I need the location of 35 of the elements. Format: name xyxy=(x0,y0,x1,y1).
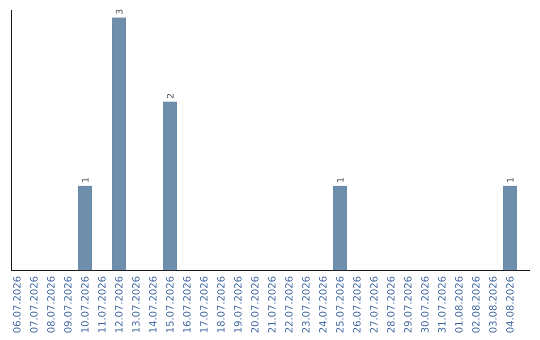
x-tick-label: 14.07.2026 xyxy=(148,276,160,334)
x-tick-label: 26.07.2026 xyxy=(352,276,364,334)
x-tick-label: 02.08.2026 xyxy=(472,276,482,334)
data-label: 2 xyxy=(166,92,176,99)
x-tick-label: 29.07.2026 xyxy=(404,276,414,334)
x-tick-label: 22.07.2026 xyxy=(284,276,296,334)
data-label: 3 xyxy=(116,8,126,15)
x-tick-label: 24.07.2026 xyxy=(318,276,330,334)
x-tick-label: 15.07.2026 xyxy=(166,276,176,334)
x-tick-label: 31.07.2026 xyxy=(438,276,448,334)
x-tick-label: 01.08.2026 xyxy=(454,276,466,334)
x-tick-label: 04.08.2026 xyxy=(506,276,516,334)
x-tick-label: 17.07.2026 xyxy=(200,276,210,334)
data-label: 1 xyxy=(82,177,92,183)
x-tick-label: 27.07.2026 xyxy=(370,276,380,334)
x-tick-label: 13.07.2026 xyxy=(132,276,142,334)
x-tick-label: 20.07.2026 xyxy=(250,276,262,334)
data-label: 1 xyxy=(506,177,516,183)
x-tick-label: 11.07.2026 xyxy=(98,276,108,334)
x-tick-label: 12.07.2026 xyxy=(114,276,126,334)
x-tick-label: 23.07.2026 xyxy=(302,276,312,334)
x-tick-label: 09.07.2026 xyxy=(64,276,74,334)
x-tick-label: 08.07.2026 xyxy=(46,276,58,334)
x-tick-label: 28.07.2026 xyxy=(386,276,398,334)
x-tick-label: 19.07.2026 xyxy=(234,276,244,334)
x-tick-label: 21.07.2026 xyxy=(268,276,278,334)
data-label: 1 xyxy=(336,177,346,183)
x-tick-label: 07.07.2026 xyxy=(30,276,40,334)
x-tick-label: 16.07.2026 xyxy=(182,276,194,334)
x-tick-label: 03.08.2026 xyxy=(488,276,500,334)
x-tick-label: 10.07.2026 xyxy=(80,276,92,334)
x-tick-label: 06.07.2026 xyxy=(12,276,24,334)
x-tick-label: 18.07.2026 xyxy=(216,276,228,334)
x-tick-label: 25.07.2026 xyxy=(336,276,346,334)
x-tick-label: 30.07.2026 xyxy=(420,276,432,334)
